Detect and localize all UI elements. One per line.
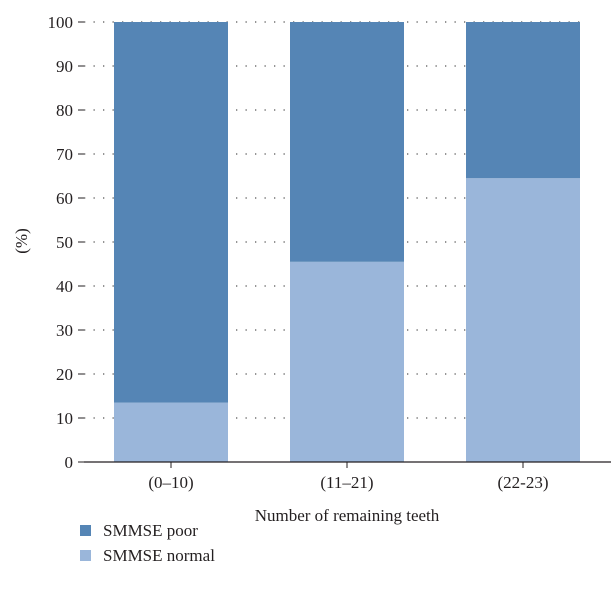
legend-item-smmse-normal: SMMSE normal [80,543,215,568]
bar-segment [466,178,580,462]
y-tick-label: 40 [56,277,73,296]
x-tick-label: (0–10) [148,473,193,492]
x-tick-label: (11–21) [320,473,373,492]
y-tick-label: 90 [56,57,73,76]
bar-segment [466,22,580,179]
bar-segment [290,261,404,462]
legend: SMMSE poor SMMSE normal [80,518,215,568]
y-tick-label: 60 [56,189,73,208]
x-axis-title: Number of remaining teeth [255,506,440,525]
y-tick-label: 100 [48,13,74,32]
y-tick-label: 80 [56,101,73,120]
y-tick-label: 10 [56,409,73,428]
x-tick-label: (22-23) [498,473,549,492]
legend-label: SMMSE poor [103,520,198,540]
y-tick-label: 20 [56,365,73,384]
y-tick-label: 70 [56,145,73,164]
legend-label: SMMSE normal [103,545,215,565]
y-tick-label: 0 [65,453,74,472]
bars [114,22,580,462]
bar-segment [290,22,404,262]
legend-item-smmse-poor: SMMSE poor [80,518,215,543]
bar-segment [114,402,228,462]
y-tick-label: 30 [56,321,73,340]
axes: 0 10 20 30 40 50 60 70 80 90 100 (0–10) (11–21) (22-2… [48,13,611,492]
bar-segment [114,22,228,403]
y-axis-title: (%) [12,228,31,253]
legend-swatch-smmse-normal [80,550,91,561]
y-tick-label: 50 [56,233,73,252]
legend-swatch-smmse-poor [80,525,91,536]
